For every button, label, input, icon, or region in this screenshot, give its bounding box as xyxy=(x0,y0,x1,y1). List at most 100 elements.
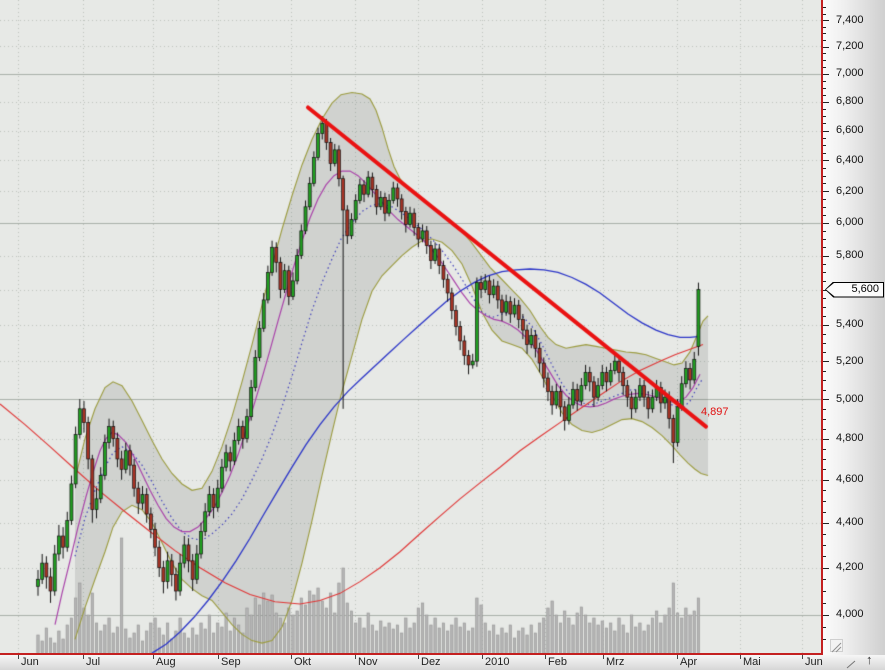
y-axis-tick xyxy=(823,145,826,147)
time-axis: Jun Jul Aug Sep Okt Nov Dez 2010 Feb Mrz Apr Mai Jun xyxy=(0,655,885,670)
y-axis-tick xyxy=(823,533,826,535)
y-axis-tick xyxy=(823,101,829,103)
x-axis-tick xyxy=(740,655,741,659)
y-axis-tick xyxy=(823,272,826,274)
y-axis-tick xyxy=(823,222,829,224)
y-axis-tick xyxy=(823,94,826,96)
diagonal-line-icon xyxy=(846,657,857,670)
y-axis-label: 4,000 xyxy=(836,608,864,621)
y-axis-tick xyxy=(823,324,829,326)
y-axis-tick xyxy=(823,130,829,132)
y-axis-tick xyxy=(823,556,826,558)
y-axis-label: 5,000 xyxy=(836,392,864,405)
resize-grip-icon[interactable] xyxy=(830,639,843,653)
y-axis-label: 6,400 xyxy=(836,153,864,166)
y-axis-tick xyxy=(823,479,829,481)
x-axis-tick xyxy=(18,655,19,659)
y-axis-label: 7,200 xyxy=(836,40,864,52)
y-axis-label: 4,400 xyxy=(836,516,864,529)
y-axis-tick xyxy=(823,380,826,381)
chart-canvas[interactable] xyxy=(0,0,822,655)
y-axis-tick xyxy=(823,399,829,401)
y-axis-tick xyxy=(823,80,826,82)
y-axis-tick xyxy=(823,280,826,282)
scroll-up-arrow-icon[interactable]: ↑ xyxy=(866,652,873,667)
plot-right-border xyxy=(821,0,823,655)
y-axis-label: 6,200 xyxy=(836,184,864,197)
y-axis-tick xyxy=(823,33,826,35)
x-axis-label: Nov xyxy=(358,656,378,668)
y-axis-tick xyxy=(823,116,826,118)
y-axis-tick xyxy=(823,60,826,61)
y-axis-tick xyxy=(823,522,829,524)
x-axis-tick xyxy=(83,655,84,659)
y-axis-tick xyxy=(823,66,826,68)
y-axis-label: 5,400 xyxy=(836,318,864,331)
y-axis-tick xyxy=(823,306,826,308)
y-axis-tick xyxy=(823,342,826,344)
y-axis-tick xyxy=(823,448,826,450)
y-axis-tick xyxy=(823,545,826,546)
x-axis-tick xyxy=(153,655,154,659)
x-axis-tick xyxy=(355,655,356,659)
x-axis-tick xyxy=(802,655,803,659)
y-axis-tick xyxy=(823,206,826,208)
x-axis-tick xyxy=(677,655,678,659)
x-axis-label: Jun xyxy=(805,656,823,668)
x-axis-label: Dez xyxy=(421,656,441,668)
x-axis-label: Mai xyxy=(743,656,761,668)
y-axis-tick xyxy=(823,591,826,592)
y-axis-tick xyxy=(823,13,826,15)
y-axis-tick xyxy=(823,264,826,265)
y-axis-label: 4,800 xyxy=(836,432,864,445)
y-axis-label: 4,200 xyxy=(836,561,864,574)
x-axis-label: Sep xyxy=(221,656,241,668)
y-axis-tick xyxy=(823,239,826,241)
y-axis-tick xyxy=(823,469,826,471)
y-axis-tick xyxy=(823,501,826,502)
x-axis-label: Apr xyxy=(680,656,698,668)
x-axis-tick xyxy=(418,655,419,659)
y-axis-tick xyxy=(823,255,829,257)
y-axis-tick xyxy=(823,198,826,200)
x-axis-label: Okt xyxy=(294,656,312,668)
x-axis-tick xyxy=(545,655,546,659)
price-axis: 7,400 7,200 7,000 6,800 6,600 6,400 6,200 6,000… xyxy=(823,0,885,655)
y-axis-tick xyxy=(823,389,826,391)
y-axis-tick xyxy=(823,614,829,616)
y-axis-tick xyxy=(823,191,829,193)
y-axis-tick xyxy=(823,183,826,185)
x-axis-tick xyxy=(218,655,219,659)
y-axis-tick xyxy=(823,39,826,41)
y-axis-label: 6,800 xyxy=(836,95,864,108)
x-axis-label: 2010 xyxy=(485,656,510,668)
y-axis-tick xyxy=(823,7,826,8)
y-axis-tick xyxy=(823,123,826,125)
trendline-price-label: 4,897 xyxy=(701,406,729,418)
y-axis-tick xyxy=(823,175,826,177)
y-axis-tick xyxy=(823,627,826,628)
y-axis-tick xyxy=(823,361,829,363)
y-axis-tick xyxy=(823,53,826,55)
y-axis-tick xyxy=(823,168,826,169)
y-axis-label: 5,800 xyxy=(836,249,864,262)
x-axis-label: Jun xyxy=(21,656,39,668)
x-axis-label: Mrz xyxy=(606,656,625,668)
y-axis-tick xyxy=(823,298,826,300)
y-axis-tick xyxy=(823,438,829,440)
price-tag-shape-inner xyxy=(826,282,883,297)
y-axis-label: 6,600 xyxy=(836,124,864,137)
current-price-tag: 5,600 xyxy=(825,281,884,298)
y-axis-tick xyxy=(823,428,826,430)
y-axis-tick xyxy=(823,160,829,162)
x-axis-label: Aug xyxy=(156,656,176,668)
y-axis-tick xyxy=(823,333,826,335)
y-axis-tick xyxy=(823,567,829,569)
y-axis-label: 5,200 xyxy=(836,354,864,367)
y-axis-label: 7,000 xyxy=(836,67,864,80)
y-axis-tick xyxy=(823,418,826,420)
x-axis-tick xyxy=(603,655,604,659)
y-axis-tick xyxy=(823,26,826,28)
y-axis-tick xyxy=(823,230,826,232)
